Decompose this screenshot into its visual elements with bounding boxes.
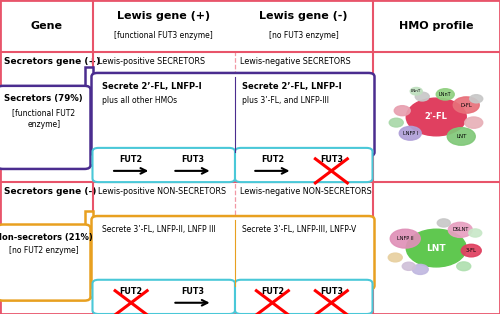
Circle shape — [437, 219, 450, 227]
Text: Secretors gene (-): Secretors gene (-) — [4, 187, 96, 196]
Text: Lewis-positive NON-SECRETORS: Lewis-positive NON-SECRETORS — [98, 187, 226, 196]
Text: Secrete 3’-FL, LNFP-III, LNFP-V: Secrete 3’-FL, LNFP-III, LNFP-V — [242, 225, 357, 235]
Circle shape — [465, 117, 483, 128]
Circle shape — [448, 222, 472, 237]
Circle shape — [410, 88, 422, 95]
Circle shape — [415, 92, 429, 101]
Text: plus 3’-FL, and LNFP-III: plus 3’-FL, and LNFP-III — [242, 96, 330, 105]
Text: [functional FUT2
enzyme]: [functional FUT2 enzyme] — [12, 108, 76, 129]
Text: [functional FUT3 enzyme]: [functional FUT3 enzyme] — [114, 31, 213, 40]
Circle shape — [448, 128, 475, 145]
Text: Gene: Gene — [30, 21, 62, 31]
Circle shape — [412, 264, 428, 274]
Text: FUT3: FUT3 — [181, 286, 204, 295]
FancyBboxPatch shape — [92, 73, 375, 156]
FancyBboxPatch shape — [235, 280, 372, 314]
Text: Lewis-positive SECRETORS: Lewis-positive SECRETORS — [98, 57, 204, 66]
Text: LNnT: LNnT — [439, 92, 452, 97]
Text: [no FUT3 enzyme]: [no FUT3 enzyme] — [269, 31, 338, 40]
Text: FUT2: FUT2 — [120, 286, 142, 295]
Circle shape — [394, 106, 410, 116]
FancyBboxPatch shape — [92, 280, 235, 314]
Text: [no FUT2 enzyme]: [no FUT2 enzyme] — [9, 246, 78, 255]
Text: FUT2: FUT2 — [261, 154, 284, 164]
Circle shape — [457, 262, 471, 271]
Circle shape — [406, 98, 466, 136]
Circle shape — [469, 229, 482, 237]
Circle shape — [389, 118, 404, 127]
Text: Secretors gene (+): Secretors gene (+) — [4, 57, 100, 66]
Text: plus all other HMOs: plus all other HMOs — [102, 96, 178, 105]
Circle shape — [436, 89, 454, 100]
Text: DSLNT: DSLNT — [452, 227, 468, 232]
Circle shape — [399, 127, 421, 140]
Text: LNnT: LNnT — [411, 89, 422, 93]
Text: FUT3: FUT3 — [181, 154, 204, 164]
FancyBboxPatch shape — [0, 86, 90, 169]
Text: Lewis-negative NON-SECRETORS: Lewis-negative NON-SECRETORS — [240, 187, 372, 196]
Text: Lewis gene (-): Lewis gene (-) — [260, 12, 348, 21]
Text: FUT3: FUT3 — [320, 286, 343, 295]
Circle shape — [402, 262, 415, 270]
Text: D-FL: D-FL — [460, 103, 472, 107]
Polygon shape — [84, 68, 92, 165]
FancyBboxPatch shape — [235, 148, 372, 182]
Text: FUT2: FUT2 — [120, 154, 142, 164]
Polygon shape — [84, 211, 92, 297]
Text: FUT2: FUT2 — [261, 286, 284, 295]
Text: Secretors (79%): Secretors (79%) — [4, 94, 83, 103]
Text: LNFP II: LNFP II — [397, 236, 413, 241]
Text: HMO profile: HMO profile — [399, 21, 473, 31]
Text: Secrete 2’-FL, LNFP-I: Secrete 2’-FL, LNFP-I — [102, 82, 202, 91]
Circle shape — [388, 253, 402, 262]
Text: Lewis gene (+): Lewis gene (+) — [117, 12, 210, 21]
Circle shape — [406, 229, 466, 267]
Text: Non-secretors (21%): Non-secretors (21%) — [0, 233, 92, 242]
Circle shape — [470, 95, 483, 103]
Text: 3-FL: 3-FL — [466, 248, 477, 253]
Circle shape — [454, 97, 479, 113]
Text: Secrete 2’-FL, LNFP-I: Secrete 2’-FL, LNFP-I — [242, 82, 342, 91]
Text: LNFP I: LNFP I — [402, 131, 418, 136]
Text: LNT: LNT — [456, 134, 466, 139]
FancyBboxPatch shape — [0, 225, 90, 300]
Text: LNT: LNT — [426, 244, 446, 252]
Text: 2'-FL: 2'-FL — [425, 112, 448, 122]
Text: Lewis-negative SECRETORS: Lewis-negative SECRETORS — [240, 57, 351, 66]
Circle shape — [390, 229, 420, 248]
FancyBboxPatch shape — [92, 216, 375, 290]
FancyBboxPatch shape — [92, 148, 235, 182]
Text: FUT3: FUT3 — [320, 154, 343, 164]
Circle shape — [462, 244, 481, 257]
Text: Secrete 3’-FL, LNFP-II, LNFP III: Secrete 3’-FL, LNFP-II, LNFP III — [102, 225, 216, 235]
